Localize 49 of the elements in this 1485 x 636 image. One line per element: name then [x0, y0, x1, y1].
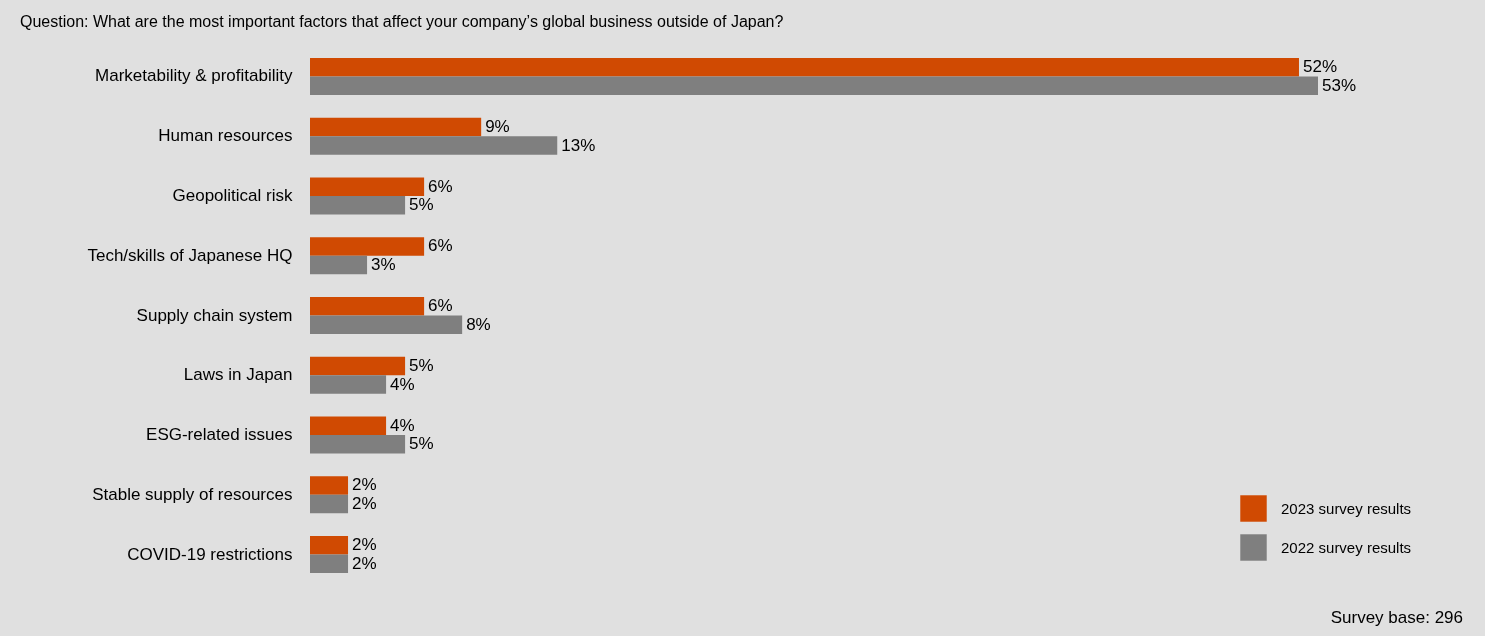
bar — [310, 177, 425, 196]
bar — [310, 136, 558, 155]
data-label: 2% — [352, 475, 377, 495]
data-label: 8% — [466, 314, 491, 334]
y-tick-label: Stable supply of resources — [92, 484, 293, 504]
bar — [310, 237, 425, 256]
data-label: 4% — [390, 374, 415, 394]
data-label: 6% — [428, 236, 453, 256]
data-label: 52% — [1302, 57, 1338, 77]
data-label: 2% — [352, 535, 377, 555]
bar — [310, 535, 349, 555]
bar — [310, 375, 387, 394]
legend-label: 2022 survey results — [1281, 538, 1412, 556]
y-tick-label: COVID-19 restrictions — [127, 544, 293, 564]
y-tick-label: Human resources — [158, 126, 293, 146]
y-tick-label: Tech/skills of Japanese HQ — [87, 245, 293, 265]
bar — [310, 554, 349, 574]
bar — [310, 416, 387, 435]
bar — [310, 296, 425, 316]
data-label: 2% — [352, 494, 377, 514]
bar — [310, 476, 349, 495]
chart-title: Question: What are the most important factors that affect your company’s global business outside of Japan? — [20, 13, 784, 30]
bar — [310, 315, 463, 335]
data-label: 3% — [371, 255, 396, 275]
data-label: 6% — [428, 296, 453, 316]
data-label: 5% — [409, 434, 434, 454]
bar — [310, 494, 349, 514]
y-tick-label: ESG-related issues — [146, 425, 293, 444]
y-tick-label: Geopolitical risk — [172, 186, 293, 205]
data-label: 9% — [485, 116, 510, 136]
bar — [310, 196, 406, 215]
y-tick-label: Laws in Japan — [183, 365, 293, 385]
bar — [310, 57, 1299, 77]
data-label: 5% — [409, 355, 434, 375]
legend-label: 2023 survey results — [1281, 499, 1412, 517]
data-label: 2% — [352, 553, 377, 573]
y-tick-label: Supply chain system — [136, 305, 293, 325]
bar — [310, 117, 482, 137]
bar — [310, 356, 406, 376]
data-label: 13% — [561, 135, 596, 155]
bar — [310, 435, 406, 454]
text: Survey base: 296 — [1330, 608, 1463, 628]
data-label: 5% — [409, 195, 434, 215]
bar — [310, 76, 1318, 96]
bar — [310, 255, 368, 275]
data-label: 53% — [1322, 75, 1357, 95]
data-label: 4% — [390, 415, 415, 435]
data-label: 6% — [428, 176, 453, 196]
y-tick-label: Marketability & profitability — [95, 66, 293, 86]
